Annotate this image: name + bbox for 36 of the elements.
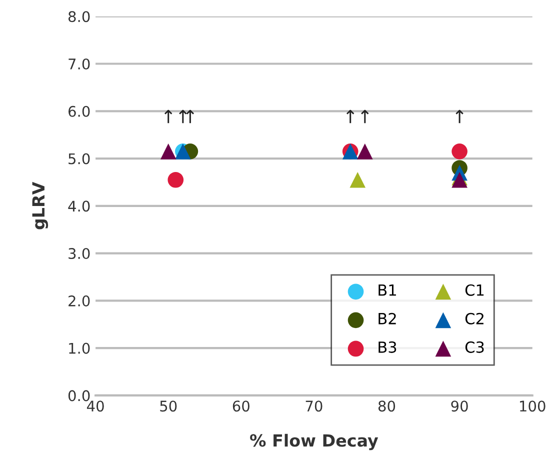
point — [356, 144, 373, 160]
x-axis-title: % Flow Decay — [250, 434, 378, 450]
y-axis-title: gLRV — [32, 182, 48, 230]
annotation: ↑ — [179, 110, 187, 124]
point — [452, 172, 468, 188]
legend-label: B2 — [378, 312, 396, 324]
legend-label: C3 — [465, 341, 484, 353]
annotation: ↑ — [456, 110, 464, 124]
x-tick-label: 70 — [306, 400, 322, 412]
annotation: ↑ — [346, 110, 354, 124]
y-tick-label: 4.0 — [68, 200, 90, 212]
y-tick-label: 0.0 — [68, 390, 90, 402]
y-tick-label: 6.0 — [68, 106, 90, 117]
x-tick-label: 80 — [378, 400, 396, 412]
y-tick-label: 2.0 — [68, 295, 90, 306]
y-tick-label: 5.0 — [68, 153, 90, 164]
legend-label: C2 — [465, 312, 484, 324]
x-tick-label: 90 — [451, 400, 468, 412]
annotation: ↑ — [164, 110, 172, 124]
y-tick-label: 8.0 — [68, 11, 90, 22]
x-tick-label: 40 — [86, 400, 104, 412]
point — [452, 144, 468, 160]
point — [168, 172, 184, 188]
y-tick-label: 7.0 — [68, 58, 90, 70]
point — [160, 144, 176, 160]
x-tick-label: 50 — [160, 400, 177, 412]
point — [350, 172, 366, 188]
annotation: ↑ — [361, 110, 369, 124]
x-tick-label: 60 — [232, 400, 250, 412]
y-tick-label: 3.0 — [68, 248, 90, 260]
annotation: ↑ — [186, 110, 194, 124]
legend-label: B3 — [378, 341, 396, 353]
legend-label: B1 — [378, 284, 396, 296]
x-tick-label: 100 — [520, 400, 546, 412]
legend-label: C1 — [465, 284, 484, 296]
y-tick-label: 1.0 — [69, 342, 90, 354]
